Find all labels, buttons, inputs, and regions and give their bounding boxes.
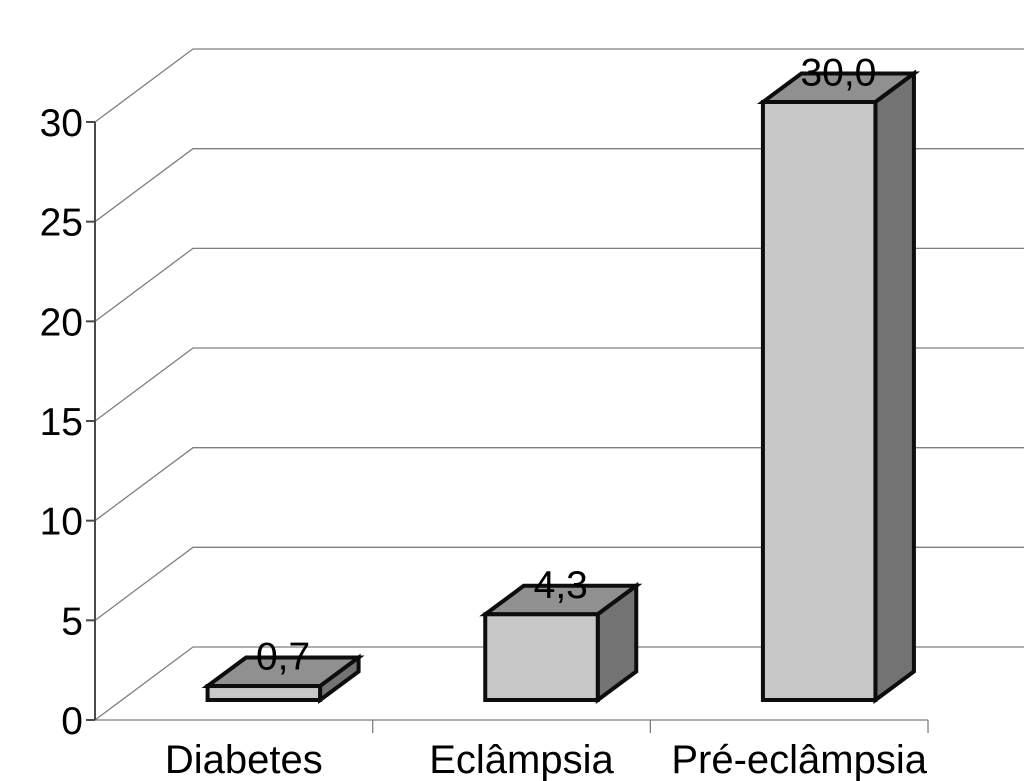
bar-value-label-0: 0,7 (256, 636, 310, 679)
y-gridline-15 (94, 347, 1024, 422)
category-label-0: Diabetes (165, 738, 323, 781)
bar-value-label-2: 30,0 (800, 52, 876, 95)
bar-group-1 (479, 581, 643, 704)
y-gridline-5 (94, 546, 1024, 621)
bar-side-face (873, 69, 916, 704)
bar-front-face (760, 100, 878, 702)
y-gridline-20 (94, 247, 1024, 322)
y-tick-label-10: 10 (40, 501, 83, 544)
y-gridline-10 (94, 447, 1024, 522)
bar-front-face (483, 612, 600, 702)
y-tick-label-5: 5 (61, 600, 83, 643)
y-gridline-25 (94, 148, 1024, 223)
y-gridline-0 (94, 646, 1024, 721)
bar-front-face (205, 684, 323, 702)
y-tick-label-0: 0 (61, 700, 83, 743)
y-tick-label-30: 30 (40, 102, 83, 145)
y-tick-label-20: 20 (40, 301, 83, 344)
y-tick-label-25: 25 (40, 202, 83, 245)
y-tick-label-15: 15 (40, 401, 83, 444)
bar-group-0 (201, 653, 365, 704)
y-gridline-30 (94, 48, 1024, 123)
category-label-1: Eclâmpsia (429, 738, 614, 781)
category-label-2: Pré-eclâmpsia (671, 738, 927, 781)
bar-group-2 (756, 69, 920, 704)
bar-value-label-1: 4,3 (534, 564, 588, 607)
